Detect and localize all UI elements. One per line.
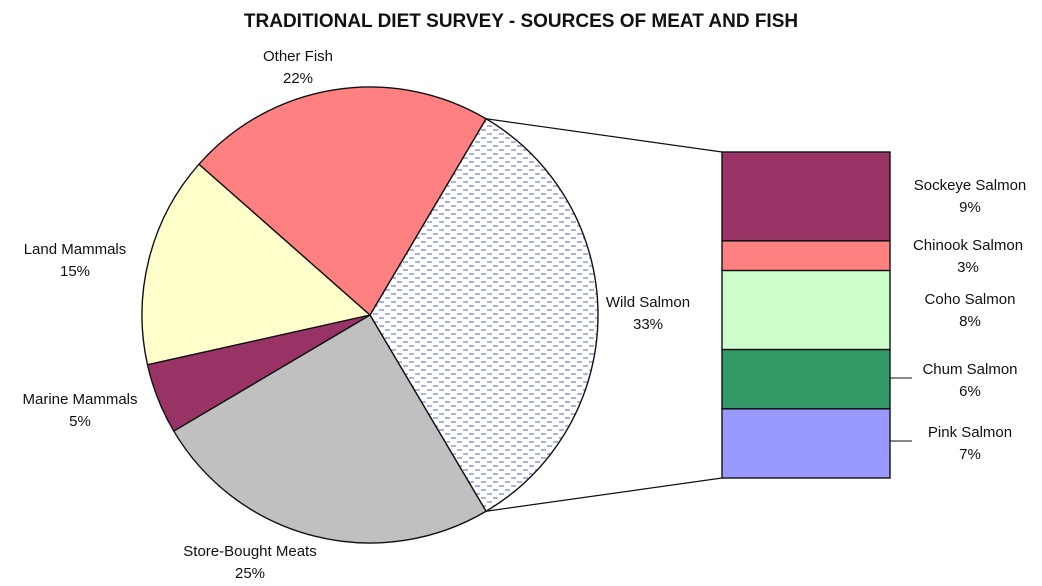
pie-value-store-bought-meats: 25% [235,565,265,582]
bar-label-pink-salmon: Pink Salmon [928,424,1012,441]
pie-chart [142,87,598,543]
pie-value-marine-mammals: 5% [69,413,91,430]
bar-label-chum-salmon: Chum Salmon [922,361,1017,378]
pie-label-store-bought-meats: Store-Bought Meats [183,543,316,560]
bar-value-pink-salmon: 7% [959,446,981,463]
stacked-bar [722,152,890,478]
bar-value-sockeye-salmon: 9% [959,199,981,216]
bar-segment-sockeye-salmon [722,152,890,241]
bar-segment-coho-salmon [722,271,890,350]
pie-label-marine-mammals: Marine Mammals [22,391,137,408]
pie-label-other-fish: Other Fish [263,48,333,65]
bar-segment-chinook-salmon [722,241,890,271]
bar-label-coho-salmon: Coho Salmon [925,291,1016,308]
bar-value-coho-salmon: 8% [959,313,981,330]
pie-value-land-mammals: 15% [60,263,90,280]
bar-value-chum-salmon: 6% [959,383,981,400]
pie-label-land-mammals: Land Mammals [24,241,127,258]
pie-value-other-fish: 22% [283,70,313,87]
pie-value-wild-salmon: 33% [633,316,663,333]
bar-segment-chum-salmon [722,350,890,409]
bar-labels: Sockeye Salmon 9% Chinook Salmon 3% Coho Sal… [890,177,1026,463]
bar-value-chinook-salmon: 3% [957,259,979,276]
chart-title: TRADITIONAL DIET SURVEY - SOURCES OF MEA… [244,11,798,32]
bar-segment-pink-salmon [722,409,890,478]
pie-label-wild-salmon: Wild Salmon [606,294,690,311]
bar-label-chinook-salmon: Chinook Salmon [913,237,1023,254]
bar-label-sockeye-salmon: Sockeye Salmon [914,177,1027,194]
